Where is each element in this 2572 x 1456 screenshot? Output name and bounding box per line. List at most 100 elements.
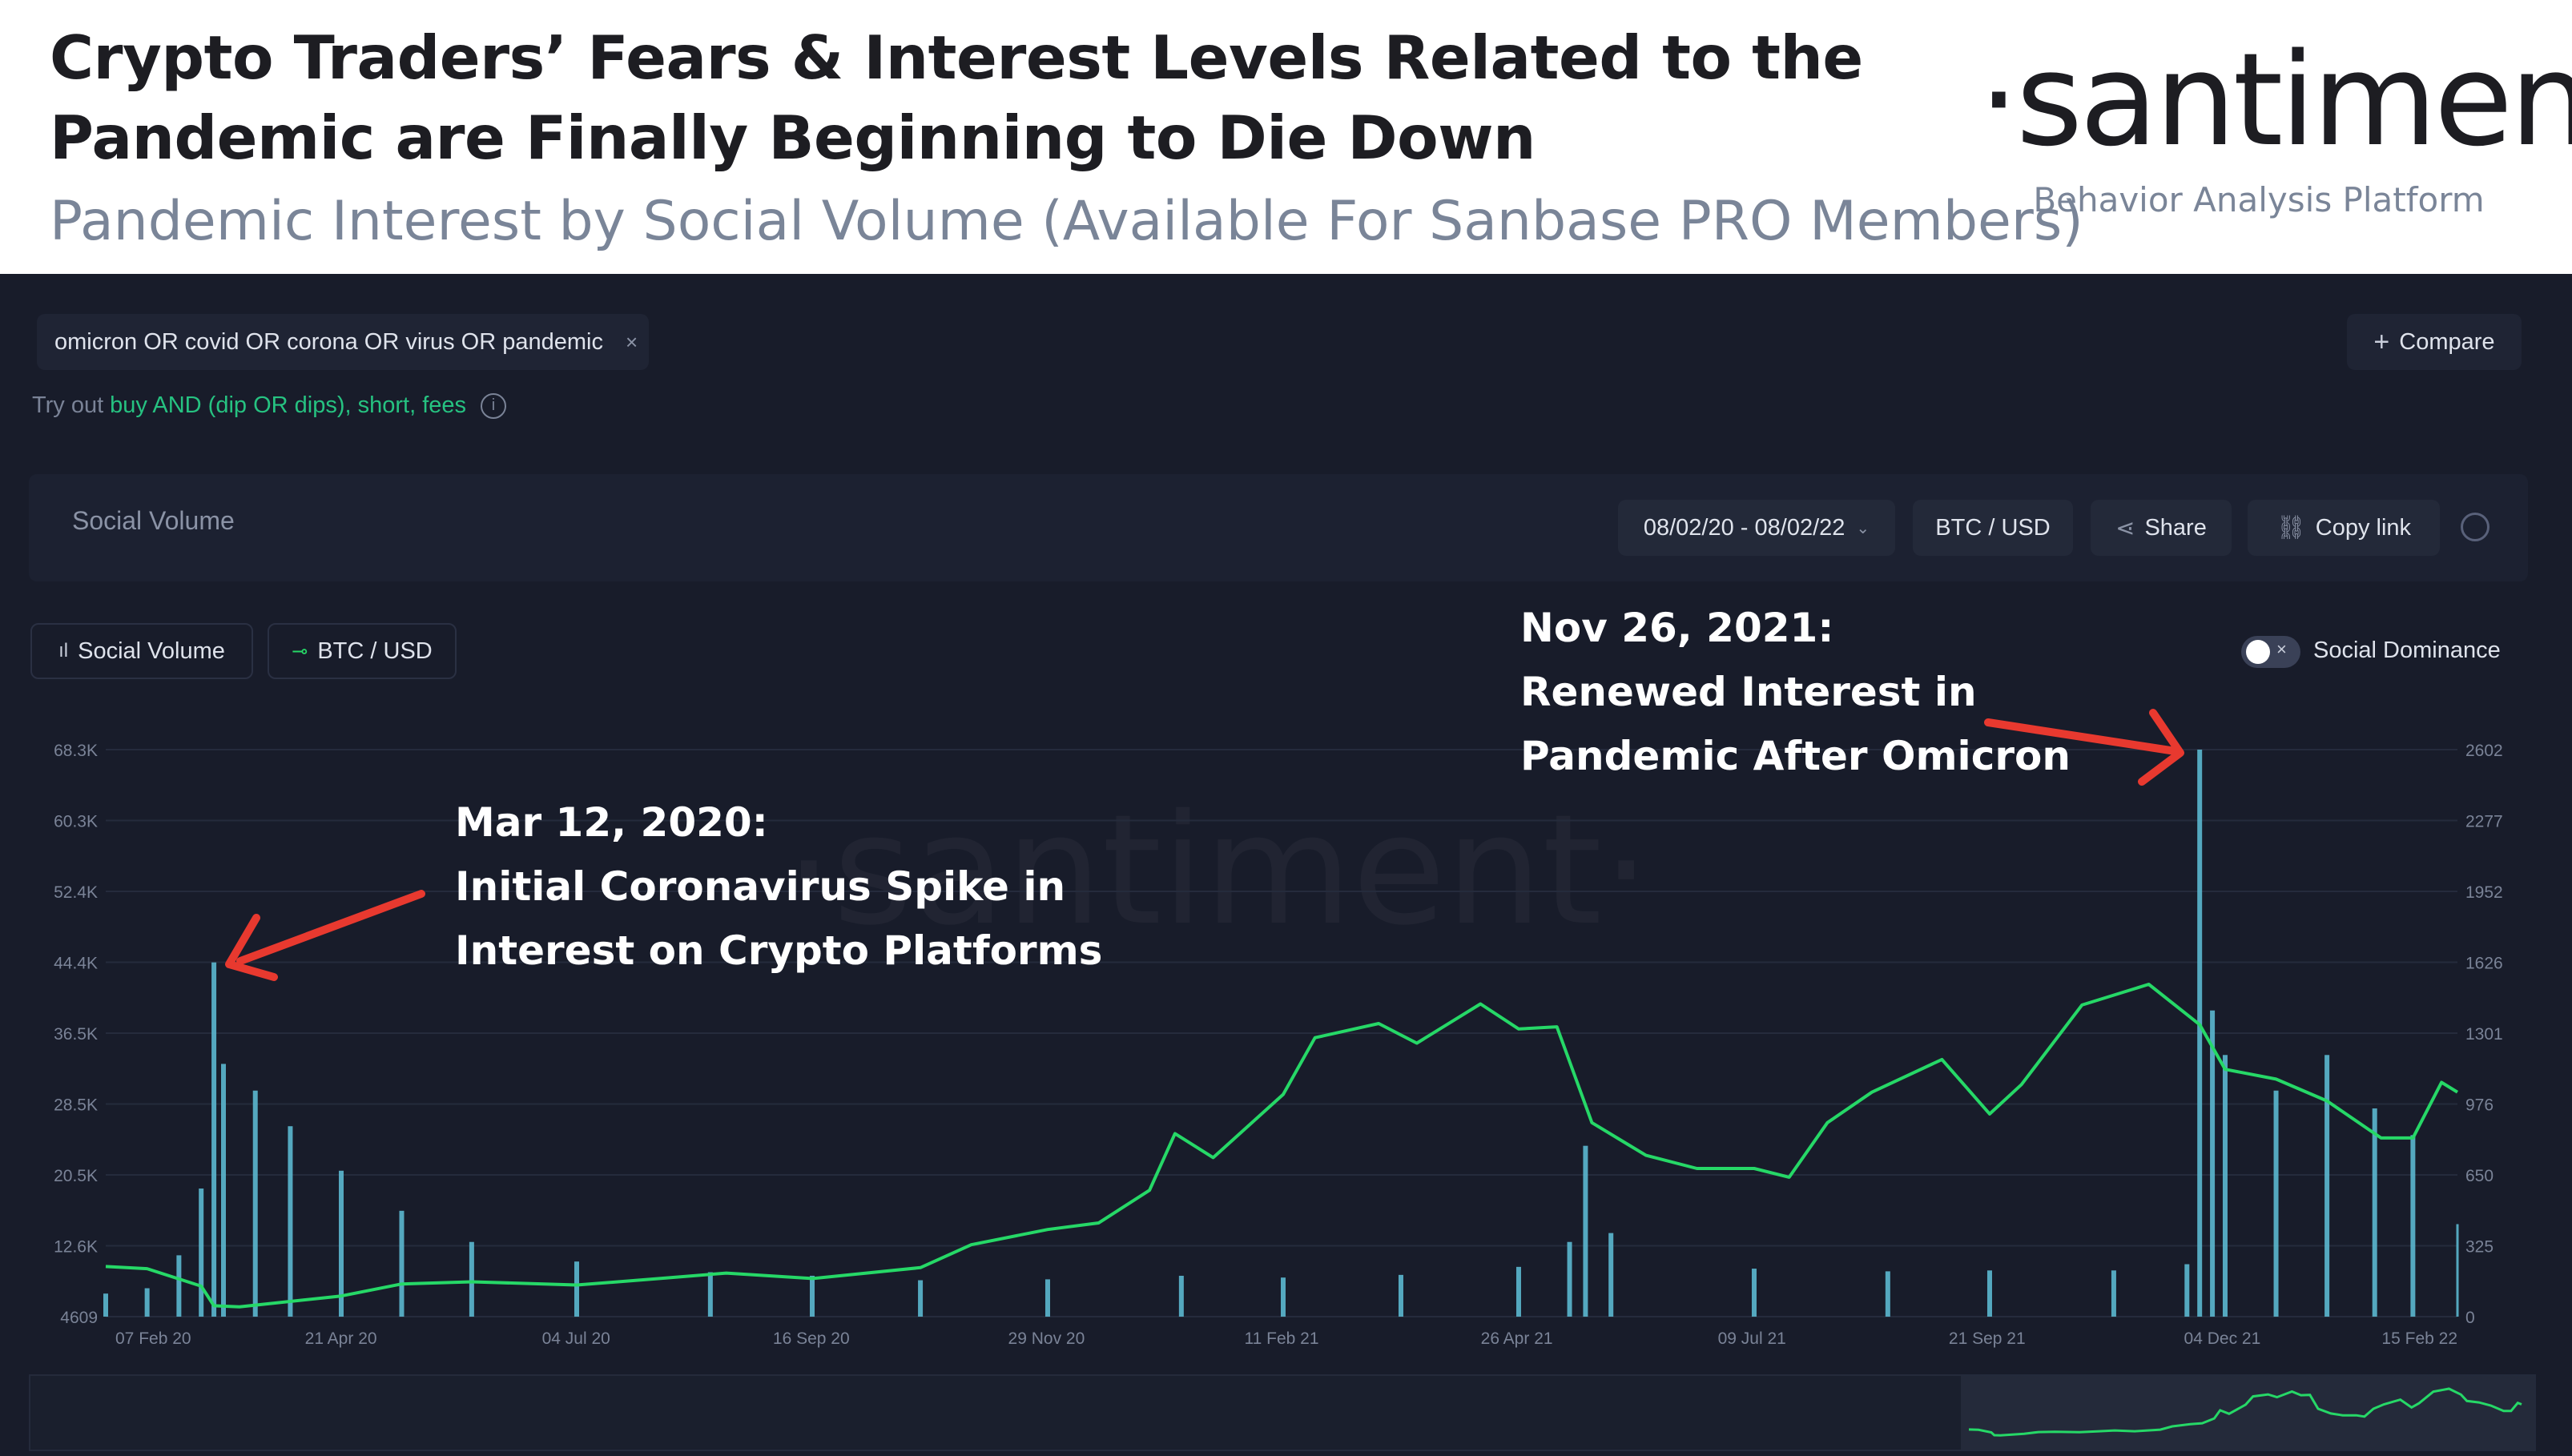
- annotation-arrow-head: [2138, 709, 2184, 786]
- share-button[interactable]: ⋖ Share: [2091, 500, 2232, 556]
- y-left-tick-label: 4609: [60, 1309, 98, 1327]
- compare-label: Compare: [2399, 328, 2495, 355]
- x-tick-label: 04 Jul 20: [542, 1329, 610, 1348]
- try-out-suggestions[interactable]: buy AND (dip OR dips), short, fees: [110, 392, 467, 418]
- compare-button[interactable]: + Compare: [2347, 314, 2522, 370]
- share-label: Share: [2144, 514, 2207, 541]
- social-volume-bar: [1751, 1269, 1757, 1317]
- annotation-november-2021: Nov 26, 2021: Renewed Interest in Pandem…: [1520, 605, 2184, 786]
- try-out-hint: Try out buy AND (dip OR dips), short, fe…: [32, 392, 507, 419]
- pair-label: BTC / USD: [1935, 514, 2051, 541]
- annotation-line: Renewed Interest in: [1520, 669, 1977, 715]
- date-range-picker[interactable]: 08/02/20 - 08/02/22 ⌄: [1618, 500, 1895, 556]
- gear-icon[interactable]: [2461, 513, 2489, 541]
- x-tick-label: 04 Dec 21: [2184, 1329, 2261, 1348]
- social-volume-bar: [2273, 1090, 2279, 1317]
- x-tick-label: 15 Feb 22: [2381, 1329, 2457, 1348]
- social-dominance-label: Social Dominance: [2313, 638, 2501, 663]
- navigator-btc-line: [1968, 1387, 2522, 1437]
- x-axis: 07 Feb 20 21 Apr 20 04 Jul 20 16 Sep 20 29 N…: [115, 1329, 2457, 1348]
- info-icon[interactable]: i: [481, 392, 507, 419]
- social-volume-bar: [1280, 1277, 1286, 1317]
- social-volume-bar: [1515, 1266, 1521, 1317]
- social-volume-bar: [2456, 1224, 2459, 1317]
- page-subtitle: Pandemic Interest by Social Volume (Avai…: [50, 190, 2083, 253]
- social-volume-bar: [199, 1189, 204, 1317]
- x-tick-label: 21 Sep 21: [1949, 1329, 2026, 1348]
- social-volume-bar: [338, 1170, 344, 1317]
- y-right-tick-label: 2602: [2465, 742, 2503, 760]
- social-volume-bar: [144, 1288, 150, 1317]
- chevron-down-icon: ⌄: [1856, 519, 1870, 537]
- social-volume-bar: [2410, 1135, 2416, 1317]
- social-volume-bar: [220, 1064, 226, 1317]
- social-volume-bar: [707, 1272, 713, 1317]
- social-volume-bar: [809, 1275, 815, 1317]
- social-volume-bar: [1044, 1279, 1050, 1317]
- social-dominance-toggle[interactable]: ×: [2241, 636, 2300, 668]
- social-volume-bar: [1986, 1270, 1992, 1317]
- social-volume-bar: [1398, 1274, 1403, 1317]
- social-volume-bar: [1608, 1233, 1614, 1317]
- annotation-march-2020: Mar 12, 2020: Initial Coronavirus Spike …: [225, 799, 1102, 981]
- bar-chart-icon: ıl: [58, 640, 69, 662]
- dashboard-panel: omicron OR covid OR corona OR virus OR p…: [0, 274, 2572, 1456]
- close-icon: ×: [2276, 639, 2287, 659]
- x-tick-label: 16 Sep 20: [773, 1329, 850, 1348]
- social-volume-bar: [469, 1241, 474, 1317]
- search-query-text: omicron OR covid OR corona OR virus OR p…: [54, 328, 603, 355]
- y-left-tick-label: 20.5K: [54, 1167, 98, 1185]
- pair-button[interactable]: BTC / USD: [1913, 500, 2073, 556]
- legend-btc-usd[interactable]: ⊸ BTC / USD: [268, 623, 457, 679]
- btc-price-line: [105, 983, 2459, 1309]
- social-volume-bar: [399, 1210, 405, 1317]
- y-right-tick-label: 1952: [2465, 883, 2503, 902]
- social-volume-bar: [1178, 1275, 1184, 1317]
- annotation-line: Interest on Crypto Platforms: [455, 927, 1102, 974]
- social-volume-bar: [2197, 750, 2203, 1317]
- share-icon: ⋖: [2115, 515, 2135, 541]
- y-right-tick-label: 1626: [2465, 955, 2503, 973]
- search-query-chip[interactable]: omicron OR covid OR corona OR virus OR p…: [37, 314, 649, 370]
- plus-icon: +: [2373, 326, 2390, 357]
- navigator-selection[interactable]: [1961, 1376, 2534, 1450]
- social-volume-bar: [2324, 1055, 2330, 1317]
- watermark: ·santiment·: [785, 782, 1651, 959]
- y-left-tick-label: 44.4K: [54, 955, 98, 973]
- copy-link-button[interactable]: ⛓ Copy link: [2248, 500, 2440, 556]
- x-tick-label: 26 Apr 21: [1481, 1329, 1553, 1348]
- left-axis: 68.3K 60.3K 52.4K 44.4K 36.5K 28.5K 20.5K 12.6K…: [54, 742, 98, 1327]
- chart-toolbar: Social Volume 08/02/20 - 08/02/22 ⌄ BTC …: [29, 474, 2528, 581]
- social-volume-bar: [211, 962, 217, 1317]
- header: Crypto Traders’ Fears & Interest Levels …: [0, 0, 2572, 274]
- social-volume-bar: [2184, 1264, 2190, 1317]
- y-left-tick-label: 60.3K: [54, 813, 98, 831]
- right-axis: 2602 2277 1952 1626 1301 976 650 325 0: [2465, 742, 2503, 1327]
- social-volume-chart: ·santiment· 68.3K 60.3K 52.4K 44.4K 36.5K 28.…: [54, 605, 2503, 1348]
- santiment-logo: ·santiment·: [1978, 25, 2572, 175]
- toggle-knob: [2246, 640, 2270, 664]
- social-volume-bar: [1885, 1271, 1890, 1317]
- annotation-line: Pandemic After Omicron: [1520, 733, 2071, 779]
- y-right-tick-label: 976: [2465, 1096, 2494, 1115]
- btc-price-series-line: [105, 983, 2459, 1309]
- annotation-line: Nov 26, 2021:: [1520, 605, 1833, 651]
- link-icon: ⛓: [2276, 515, 2306, 541]
- social-volume-bar: [103, 1293, 108, 1317]
- range-navigator[interactable]: [29, 1374, 2536, 1451]
- legend-social-volume[interactable]: ıl Social Volume: [30, 623, 253, 679]
- close-icon[interactable]: ×: [625, 329, 638, 354]
- social-volume-bar: [2111, 1270, 2116, 1317]
- page-title: Crypto Traders’ Fears & Interest Levels …: [50, 22, 1863, 173]
- social-volume-bar: [176, 1255, 182, 1317]
- y-right-tick-label: 0: [2465, 1309, 2475, 1327]
- line-chart-icon: ⊸: [292, 640, 308, 662]
- navigator-preview: [1968, 1387, 2522, 1437]
- x-tick-label: 29 Nov 20: [1008, 1329, 1085, 1348]
- date-range-value: 08/02/20 - 08/02/22: [1643, 514, 1845, 541]
- annotation-line: Initial Coronavirus Spike in: [455, 863, 1065, 910]
- copy-link-label: Copy link: [2315, 514, 2412, 541]
- toolbar-title: Social Volume: [72, 506, 235, 535]
- social-volume-bar: [2222, 1055, 2228, 1317]
- y-right-tick-label: 325: [2465, 1238, 2494, 1257]
